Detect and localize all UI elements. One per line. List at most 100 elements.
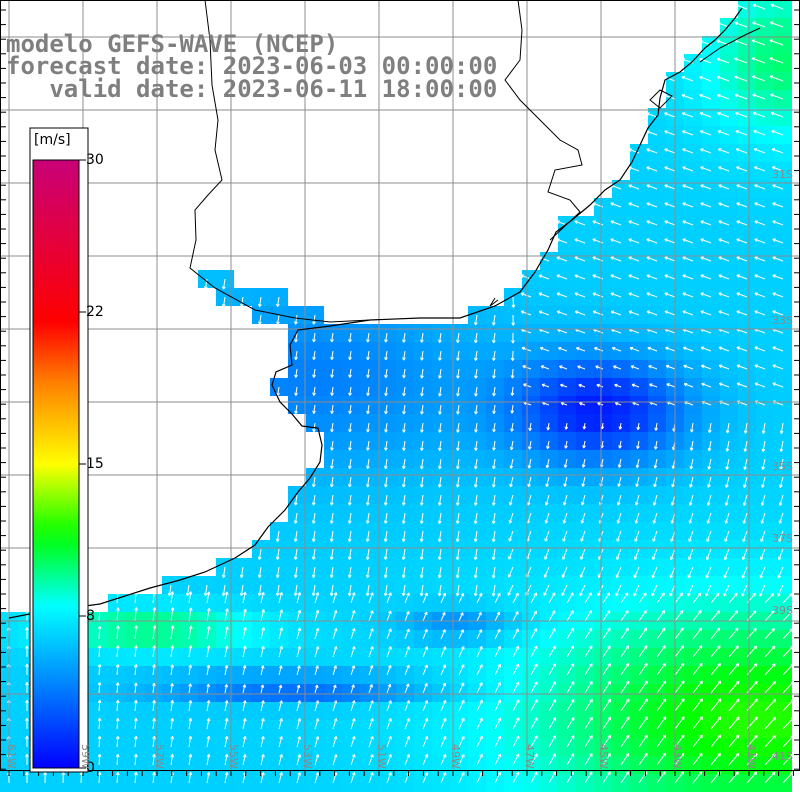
wind-arrow bbox=[751, 39, 766, 46]
wind-arrow bbox=[710, 627, 721, 640]
wind-arrow bbox=[293, 530, 298, 542]
wind-arrow bbox=[754, 310, 766, 316]
wind-arrow bbox=[512, 663, 520, 676]
wind-arrow bbox=[710, 752, 721, 766]
wind-arrow bbox=[473, 584, 478, 597]
wind-arrow bbox=[782, 771, 794, 784]
wind-arrow bbox=[539, 346, 550, 352]
wind-arrow bbox=[311, 530, 316, 542]
wind-arrow bbox=[419, 566, 424, 579]
wind-arrow bbox=[491, 584, 496, 597]
colorbar-unit: [m/s] bbox=[34, 132, 71, 148]
wind-arrow bbox=[544, 512, 550, 524]
wind-arrow bbox=[384, 440, 388, 451]
wind-arrow bbox=[544, 548, 550, 560]
wind-arrow bbox=[221, 584, 226, 597]
wind-arrow bbox=[581, 458, 586, 468]
wind-arrow bbox=[25, 681, 29, 694]
wind-arrow bbox=[687, 548, 694, 561]
colorbar-tick: 8 bbox=[86, 608, 95, 624]
wind-arrow bbox=[556, 310, 568, 316]
wind-arrow bbox=[401, 530, 406, 542]
wind-arrow bbox=[350, 718, 356, 730]
wind-arrow bbox=[692, 680, 703, 694]
wind-arrow bbox=[764, 698, 777, 712]
wind-arrow bbox=[736, 202, 748, 208]
wind-arrow bbox=[494, 682, 501, 694]
wind-arrow bbox=[473, 494, 478, 506]
wind-arrow bbox=[294, 368, 298, 378]
wind-arrow bbox=[260, 684, 265, 694]
wind-arrow bbox=[296, 665, 301, 676]
wind-arrow bbox=[242, 736, 247, 748]
wind-arrow bbox=[574, 256, 586, 262]
wind-arrow bbox=[754, 256, 766, 262]
wind-arrow bbox=[628, 256, 640, 262]
wind-arrow bbox=[707, 476, 712, 488]
wind-arrow bbox=[771, 129, 784, 136]
wind-arrow bbox=[548, 681, 556, 694]
wind-arrow bbox=[188, 717, 193, 730]
wind-arrow bbox=[778, 512, 784, 524]
wind-arrow bbox=[402, 332, 406, 343]
wind-arrow bbox=[580, 512, 586, 524]
wind-arrow bbox=[494, 735, 502, 748]
wind-arrow bbox=[620, 752, 630, 766]
wind-arrow bbox=[530, 610, 537, 622]
wind-arrow bbox=[365, 584, 370, 597]
wind-arrow bbox=[350, 684, 355, 694]
wind-arrow bbox=[455, 566, 460, 579]
wind-arrow bbox=[548, 610, 556, 622]
wind-arrow bbox=[278, 665, 283, 676]
wind-arrow bbox=[25, 753, 29, 766]
wind-arrow bbox=[366, 422, 370, 433]
wind-arrow bbox=[584, 734, 593, 748]
wind-arrow bbox=[276, 386, 280, 396]
wind-arrow bbox=[620, 645, 630, 658]
wind-arrow bbox=[330, 350, 334, 361]
wind-arrow bbox=[152, 645, 156, 658]
wind-arrow bbox=[224, 754, 229, 766]
wind-arrow bbox=[761, 476, 766, 488]
wind-arrow bbox=[584, 698, 593, 712]
wind-arrow bbox=[440, 772, 447, 784]
wind-arrow bbox=[368, 772, 374, 784]
wind-arrow bbox=[278, 754, 283, 766]
wind-arrow bbox=[628, 238, 640, 244]
wind-arrow bbox=[746, 771, 758, 784]
wind-arrow bbox=[366, 440, 370, 451]
wind-arrow bbox=[562, 494, 568, 506]
wind-arrow bbox=[458, 682, 465, 694]
wind-arrow bbox=[710, 662, 721, 676]
wind-arrow bbox=[725, 458, 730, 470]
wind-arrow bbox=[368, 700, 374, 712]
wind-arrow bbox=[420, 386, 424, 397]
wind-arrow bbox=[674, 662, 685, 676]
wind-arrow bbox=[474, 368, 478, 379]
wind-arrow bbox=[759, 584, 766, 597]
wind-arrow bbox=[170, 607, 175, 622]
wind-arrow bbox=[741, 566, 748, 579]
wind-arrow bbox=[438, 386, 442, 397]
wind-arrow bbox=[705, 584, 712, 597]
wind-arrow bbox=[293, 566, 298, 579]
wind-arrow bbox=[664, 256, 676, 262]
wind-arrow bbox=[456, 386, 460, 397]
wind-arrow bbox=[582, 440, 586, 449]
wind-arrow bbox=[736, 184, 748, 190]
wind-arrow bbox=[718, 166, 730, 172]
wind-arrow bbox=[422, 772, 429, 784]
wind-arrow bbox=[456, 440, 460, 451]
wind-arrow bbox=[476, 629, 483, 640]
wind-arrow bbox=[566, 592, 574, 604]
valid-date: valid date: 2023-06-11 18:00:00 bbox=[6, 75, 498, 103]
wind-arrow bbox=[770, 111, 784, 118]
wind-arrow bbox=[458, 735, 465, 748]
wind-arrow bbox=[736, 220, 748, 226]
wind-arrow bbox=[664, 148, 676, 154]
wind-arrow bbox=[530, 628, 538, 640]
wind-arrow bbox=[347, 512, 352, 524]
wind-arrow bbox=[474, 458, 478, 470]
wind-arrow bbox=[455, 548, 460, 561]
wind-arrow bbox=[314, 646, 320, 658]
